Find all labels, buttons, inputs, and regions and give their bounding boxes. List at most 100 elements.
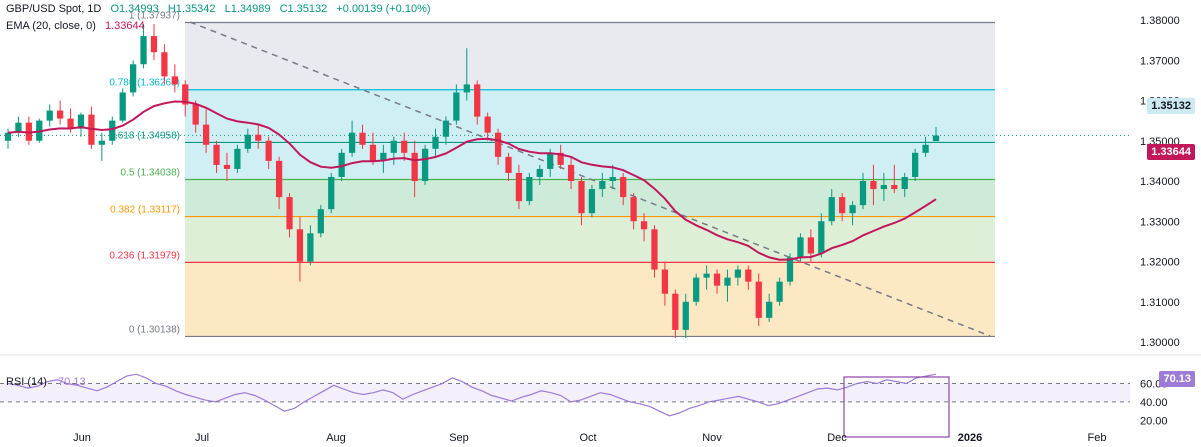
fib-label: 0.382 (1.33117) xyxy=(110,205,180,216)
price-axis-tick: 1.30000 xyxy=(1140,337,1180,349)
candle-body xyxy=(182,84,189,105)
ema-label: EMA (20, close, 0) xyxy=(6,20,96,32)
candle-body xyxy=(724,277,731,286)
price-axis-tick: 1.32000 xyxy=(1140,257,1180,269)
candle-body xyxy=(859,181,867,206)
candle-body xyxy=(588,189,596,214)
candle-body xyxy=(77,114,85,129)
candle-body xyxy=(286,197,293,230)
rsi-line xyxy=(7,373,937,417)
ema-price-badge: 1.33644 xyxy=(1147,144,1195,160)
trendline xyxy=(189,21,991,337)
fib-zone xyxy=(185,216,995,263)
candle-body xyxy=(202,124,210,145)
candle-body xyxy=(922,144,929,153)
candle-body xyxy=(661,269,669,294)
candle-body xyxy=(713,273,721,286)
ema-header: EMA (20, close, 0) 1.33644 xyxy=(6,20,151,32)
fib-zone xyxy=(185,262,995,337)
candle-body xyxy=(807,237,815,254)
candle-body xyxy=(213,144,220,165)
rsi-band xyxy=(0,383,1130,402)
high-value: H1.35342 xyxy=(167,3,216,15)
symbol-title: GBP/USD Spot, 1D xyxy=(6,3,102,15)
candle-body xyxy=(369,144,377,161)
candle-body xyxy=(15,122,22,133)
rsi-axis-tick: 20.00 xyxy=(1140,415,1168,427)
candle-body xyxy=(786,257,794,282)
fib-zone xyxy=(185,22,995,90)
candle-body xyxy=(255,134,262,141)
candle-body xyxy=(494,132,502,157)
fib-zone xyxy=(185,89,995,143)
candle-body xyxy=(484,116,491,133)
candle-body xyxy=(745,269,752,282)
candle-body xyxy=(46,110,53,121)
fib-label: 0.5 (1.34038) xyxy=(121,167,181,178)
x-axis-tick: Jul xyxy=(195,432,209,444)
candle-body xyxy=(870,181,877,190)
candle-body xyxy=(766,301,773,318)
x-axis-tick: Nov xyxy=(702,432,722,444)
candle-body xyxy=(818,221,825,254)
change-value: +0.00139 (+0.10%) xyxy=(336,3,431,15)
candle-body xyxy=(932,135,940,142)
candle-body xyxy=(432,136,439,149)
candle-body xyxy=(359,132,366,145)
symbol-header: GBP/USD Spot, 1D O1.34993 H1.35342 L1.34… xyxy=(6,3,437,15)
x-axis-tick: 2026 xyxy=(958,432,982,444)
candle-body xyxy=(880,185,887,190)
rsi-highlight-box xyxy=(843,376,950,438)
candle-body xyxy=(234,148,241,169)
candle-body xyxy=(390,140,397,153)
x-axis-tick: Aug xyxy=(326,432,346,444)
open-value: O1.34993 xyxy=(110,3,159,15)
x-axis-tick: Dec xyxy=(827,432,847,444)
candle-body xyxy=(640,221,648,230)
price-axis-tick: 1.34000 xyxy=(1140,176,1180,188)
candle-body xyxy=(703,273,710,278)
candle-body xyxy=(67,118,74,129)
candle-body xyxy=(547,152,554,169)
candle-body xyxy=(693,277,700,302)
price-axis-tick: 1.38000 xyxy=(1140,15,1180,27)
fib-zone xyxy=(185,142,995,180)
candle-body xyxy=(839,197,846,214)
candle-body xyxy=(223,164,231,169)
candle-body xyxy=(776,281,783,302)
candle-body xyxy=(609,176,616,181)
candle-body xyxy=(505,156,512,173)
x-axis-tick: Jun xyxy=(73,432,91,444)
candle-body xyxy=(630,197,637,222)
candle-body xyxy=(651,229,658,270)
candle-body xyxy=(453,92,460,121)
price-axis-tick: 1.31000 xyxy=(1140,297,1180,309)
candle-body xyxy=(912,152,919,177)
candle-body xyxy=(578,181,585,214)
x-axis-tick: Oct xyxy=(579,432,596,444)
candle-body xyxy=(296,229,304,262)
rsi-value: 70.13 xyxy=(58,376,86,388)
fib-label: 0.786 (1.36268) xyxy=(109,78,180,89)
candle-body xyxy=(192,104,199,125)
ema-line xyxy=(7,100,937,261)
fib-label: 0 (1.30138) xyxy=(129,324,180,335)
price-axis-tick: 1.37000 xyxy=(1140,55,1180,67)
candle-body xyxy=(119,92,126,121)
candle-body xyxy=(140,36,147,65)
candle-body xyxy=(734,269,742,278)
fib-label: 0.236 (1.31979) xyxy=(109,250,180,261)
candle-body xyxy=(57,110,64,119)
candle-body xyxy=(567,164,575,181)
ema-value: 1.33644 xyxy=(104,20,145,32)
candle-body xyxy=(317,209,324,234)
candle-body xyxy=(901,176,908,190)
candle-body xyxy=(4,132,12,141)
candle-body xyxy=(463,84,470,93)
candle-body xyxy=(849,205,856,214)
x-axis-tick: Sep xyxy=(449,432,469,444)
candle-body xyxy=(557,152,564,165)
candle-body xyxy=(755,281,762,318)
last-price-badge: 1.35132 xyxy=(1147,98,1195,114)
candle-body xyxy=(244,134,251,149)
